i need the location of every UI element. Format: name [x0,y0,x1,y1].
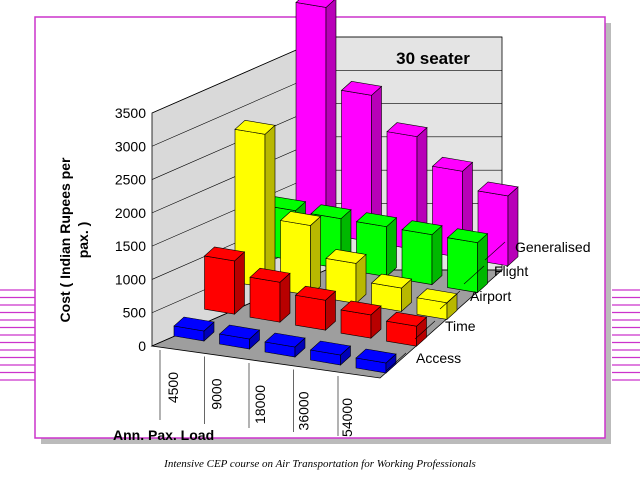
y-tick-label: 500 [123,305,147,321]
right-stripes [612,289,640,381]
x-tick-label: 36000 [296,391,312,430]
depth-tick [484,241,506,261]
bar-flight-36000 [401,220,443,286]
bar-time-4500 [203,246,246,315]
bar-generalised-18000 [386,122,428,251]
x-tick-label: 4500 [165,372,181,403]
bar-flight-54000 [446,228,489,294]
depth-tick [385,352,407,372]
y-tick-label: 3000 [115,138,146,154]
bar-access-36000 [309,340,352,366]
bar-airport-9000 [279,211,322,297]
bar-time-9000 [249,267,291,323]
x-tick-labels: 4500 9000 18000 36000 54000 [159,350,355,437]
depth-tick [439,290,461,310]
series-labels: Access Time Airport Flight Generalised [385,239,591,372]
series-label: Generalised [515,239,591,255]
y-tick-label: 1000 [115,271,146,287]
bar-generalised-54000 [477,181,519,267]
y-tick-label: 2000 [115,205,146,221]
chart-title: 30 seater [396,49,470,68]
series-label: Airport [470,288,511,304]
series-label: Time [445,318,476,334]
bar-access-54000 [355,348,397,374]
bar-time-54000 [385,311,428,347]
depth-tick [414,320,436,340]
left-stripes [0,289,35,381]
bar-access-4500 [173,316,215,342]
y-axis-label: Cost ( Indian Rupees per pax. ) [57,157,91,322]
x-tick-label: 54000 [339,398,355,437]
y-tick-label: 3500 [115,105,146,121]
bar-airport-36000 [370,273,413,313]
bar-access-18000 [264,332,306,358]
y-tick-labels: 0 500 1000 1500 2000 2500 3000 3500 [115,105,146,354]
y-tick-label: 0 [138,338,146,354]
bar-generalised-9000 [340,81,383,243]
bar-access-9000 [218,324,261,350]
y-tick-label: 2500 [115,172,146,188]
bar-airport-54000 [416,288,458,321]
x-axis-label: Ann. Pax. Load [113,427,214,443]
bar-generalised-4500 [295,0,337,235]
x-tick-label: 18000 [252,385,268,424]
series-label: Flight [494,263,528,279]
series-label: Access [416,350,461,366]
depth-tick [463,265,485,285]
bars [173,0,519,374]
bar-time-18000 [294,285,337,331]
y-tick-label: 1500 [115,238,146,254]
bar-time-36000 [340,300,382,339]
footer-caption: Intensive CEP course on Air Transportati… [164,458,476,470]
x-tick-label: 9000 [209,378,225,409]
